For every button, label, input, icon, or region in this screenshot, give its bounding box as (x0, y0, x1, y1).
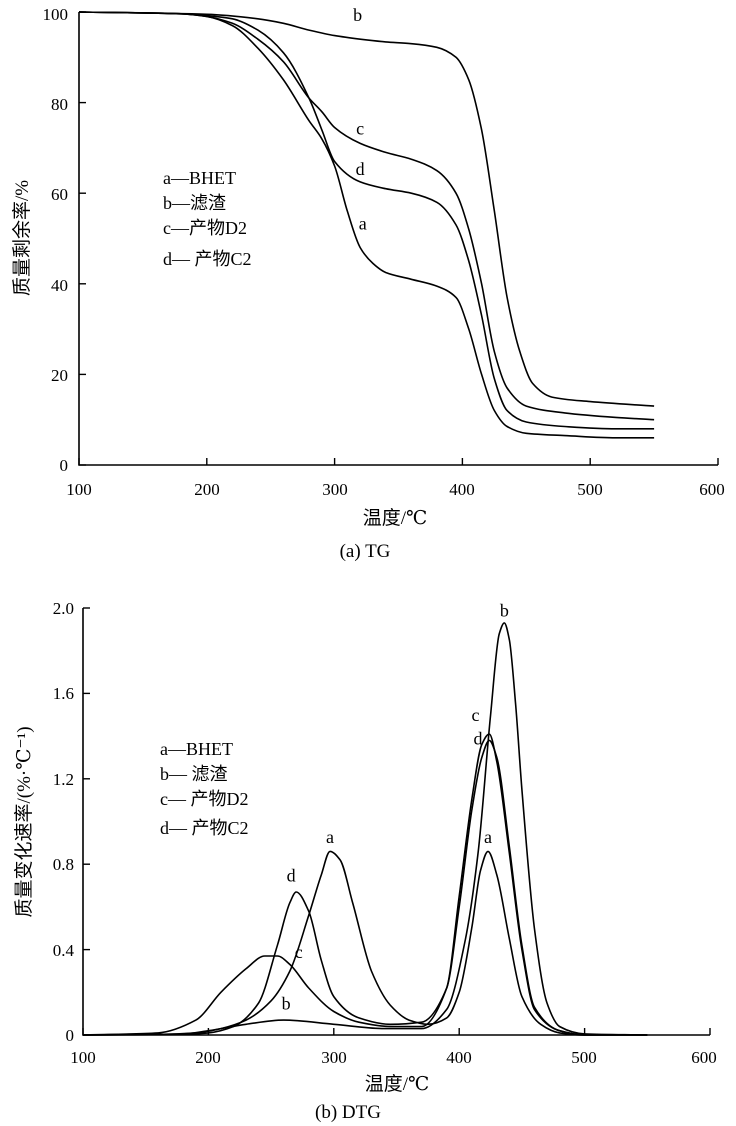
dtg-curve-b (82, 622, 648, 1036)
dtg-curves (82, 622, 648, 1036)
tg-curve-label-d: d (356, 159, 365, 179)
dtg-legend-item-d: d— 产物C2 (160, 818, 249, 838)
dtg-caption: (b) DTG (315, 1102, 381, 1123)
dtg-curve-label-a: a (484, 827, 492, 847)
tg-x-tick: 300 (322, 480, 348, 499)
tg-curve-label-a: a (359, 213, 367, 233)
dtg-x-tick: 600 (691, 1048, 717, 1067)
tg-x-tick: 500 (577, 480, 603, 499)
dtg-curve-label-d: d (474, 729, 483, 749)
tg-curve-d (78, 11, 655, 430)
dtg-x-tick: 300 (321, 1048, 347, 1067)
tg-y-axis-label: 质量剩余率/% (11, 180, 33, 296)
dtg-y-axis-label: 质量变化速率/(%·℃⁻¹) (13, 726, 35, 917)
dtg-x-tick: 100 (70, 1048, 96, 1067)
dtg-y-tick: 1.6 (53, 684, 74, 703)
dtg-curve-label-c: c (472, 705, 480, 725)
tg-legend-item-c: c—产物D2 (163, 218, 247, 238)
tg-x-tick: 400 (449, 480, 475, 499)
dtg-legend-item-a: a—BHET (160, 739, 233, 759)
tg-y-tick: 40 (51, 276, 68, 295)
dtg-curve-label-d: d (287, 865, 296, 885)
tg-legend-item-b: b—滤渣 (163, 193, 226, 213)
dtg-curve-a (82, 850, 648, 1036)
tg-y-tick: 100 (43, 5, 69, 24)
tg-legend-item-a: a—BHET (163, 168, 236, 188)
tg-y-tick-labels: 0 20 40 60 80 100 (43, 5, 69, 475)
dtg-legend-item-c: c— 产物D2 (160, 789, 249, 809)
tg-curve-labels: a b c d (353, 5, 367, 233)
tg-x-tick-labels: 100 200 300 400 500 600 (66, 480, 725, 499)
tg-curve-b (78, 11, 655, 407)
tg-caption: (a) TG (340, 541, 391, 562)
dtg-curve-d (82, 739, 648, 1036)
tg-curve-label-c: c (356, 118, 364, 138)
tg-curve-a (78, 11, 655, 439)
tg-x-tick: 600 (699, 480, 725, 499)
dtg-x-tick: 400 (446, 1048, 472, 1067)
tg-tick-marks (78, 11, 719, 466)
dtg-x-axis-label: 温度/℃ (365, 1073, 430, 1095)
dtg-y-tick: 2.0 (53, 599, 74, 618)
dtg-x-tick: 200 (195, 1048, 221, 1067)
tg-curve-c (78, 11, 655, 421)
tg-x-tick: 100 (66, 480, 92, 499)
tg-y-tick: 0 (60, 456, 69, 475)
dtg-curve-label-c: c (295, 942, 303, 962)
dtg-legend: a—BHET b— 滤渣 c— 产物D2 d— 产物C2 (160, 739, 249, 838)
dtg-y-tick: 0 (66, 1026, 75, 1045)
tg-curves (78, 11, 655, 439)
tg-curve-label-b: b (353, 5, 362, 25)
tg-legend: a—BHET b—滤渣 c—产物D2 d— 产物C2 (163, 168, 252, 269)
dtg-x-tick: 500 (571, 1048, 597, 1067)
dtg-curve-label-b: b (282, 993, 291, 1013)
tg-y-tick: 60 (51, 185, 68, 204)
tg-panel: 100 200 300 400 500 600 0 20 40 60 80 10… (11, 5, 725, 562)
tg-x-tick: 200 (194, 480, 220, 499)
tg-y-tick: 20 (51, 366, 68, 385)
dtg-y-tick: 0.8 (53, 855, 74, 874)
tg-x-axis-label: 温度/℃ (363, 507, 428, 529)
dtg-curve-label-b: b (500, 601, 509, 621)
dtg-y-tick: 0.4 (53, 941, 75, 960)
dtg-y-tick: 1.2 (53, 770, 74, 789)
tg-legend-item-d: d— 产物C2 (163, 249, 252, 269)
dtg-curve-label-a: a (326, 827, 334, 847)
tg-axes-frame (78, 12, 718, 466)
dtg-x-tick-labels: 100 200 300 400 500 600 (70, 1048, 717, 1067)
dtg-y-tick-labels: 0 0.4 0.8 1.2 1.6 2.0 (53, 599, 75, 1045)
tg-y-tick: 80 (51, 95, 68, 114)
dtg-legend-item-b: b— 滤渣 (160, 764, 228, 784)
dtg-panel: 100 200 300 400 500 600 0 0.4 0.8 1.2 1.… (13, 599, 717, 1123)
